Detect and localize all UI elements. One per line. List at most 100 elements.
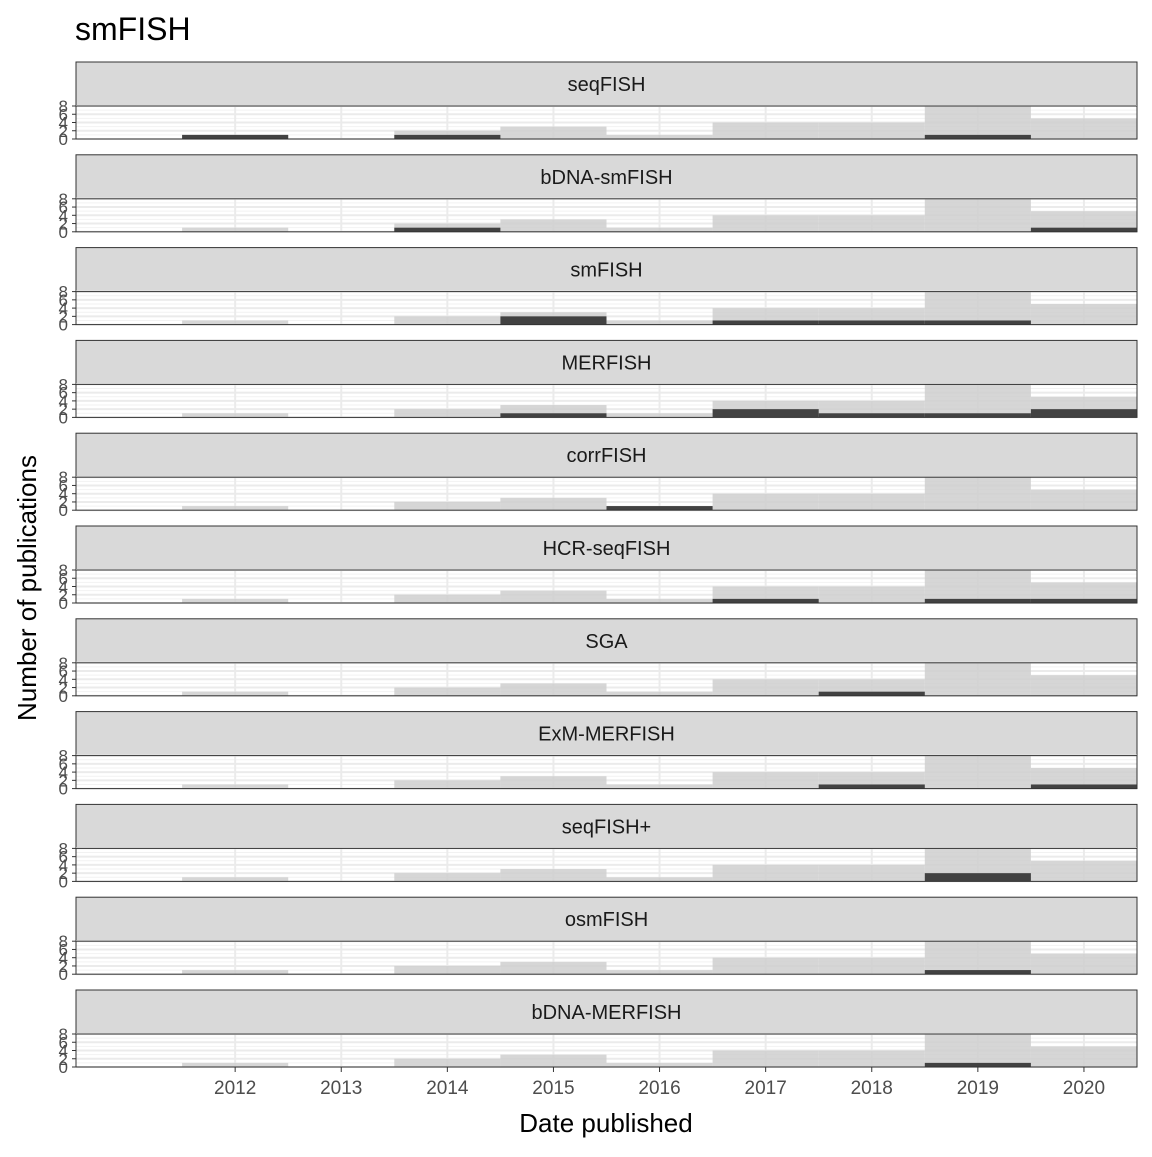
x-tick-label: 2017 (745, 1078, 787, 1099)
facet-strip (75, 61, 1138, 107)
highlight-bar (818, 691, 925, 696)
highlight-bar (394, 227, 501, 232)
highlight-bar (924, 134, 1031, 139)
background-bar (818, 586, 925, 603)
y-tick-label: 4 (59, 856, 68, 875)
y-tick-label: 6 (59, 940, 68, 959)
background-bar (924, 291, 1031, 325)
background-bar (182, 227, 289, 232)
background-bar (606, 598, 713, 603)
y-tick-label: 4 (59, 206, 68, 225)
background-bar (712, 772, 819, 789)
background-bar (924, 198, 1031, 232)
facet-label: seqFISH+ (562, 816, 651, 838)
y-tick-label: 2 (59, 307, 68, 326)
y-tick-label: 2 (59, 400, 68, 419)
highlight-bar (1030, 598, 1137, 603)
x-tick-label: 2014 (426, 1078, 469, 1099)
y-tick-label: 8 (59, 561, 68, 580)
y-tick-label: 4 (59, 670, 68, 689)
y-tick-label: 6 (59, 755, 68, 774)
y-tick-label: 8 (59, 654, 68, 673)
background-bar (818, 215, 925, 232)
facet-strip (75, 339, 1138, 385)
y-tick-label: 6 (59, 476, 68, 495)
background-bar (924, 106, 1031, 139)
highlight-bar (182, 134, 289, 139)
background-bar (182, 506, 289, 511)
background-bar (394, 501, 501, 511)
highlight-bar (500, 413, 607, 418)
background-bar (1030, 211, 1137, 232)
y-tick-label: 4 (59, 299, 68, 318)
background-bar (924, 941, 1031, 975)
y-tick-label: 0 (59, 594, 68, 613)
x-axis-label: Date published (519, 1108, 692, 1138)
highlight-bar (712, 598, 819, 603)
facet-strip (75, 618, 1138, 664)
background-bar (606, 227, 713, 232)
background-bar (1030, 953, 1137, 975)
highlight-bar (924, 873, 1031, 882)
y-tick-label: 2 (59, 679, 68, 698)
facet-label: osmFISH (565, 909, 648, 931)
y-tick-label: 2 (59, 864, 68, 883)
facet-label: ExM-MERFISH (538, 724, 675, 746)
y-tick-label: 8 (59, 1025, 68, 1044)
y-tick-label: 4 (59, 763, 68, 782)
background-bar (182, 598, 289, 603)
y-tick-label: 2 (59, 771, 68, 790)
background-bar (394, 1058, 501, 1067)
x-tick-label: 2015 (532, 1078, 574, 1099)
highlight-bar (1030, 227, 1137, 232)
background-bar (818, 493, 925, 511)
highlight-bar (394, 134, 501, 139)
background-bar (182, 784, 289, 789)
background-bar (924, 384, 1031, 418)
y-tick-label: 6 (59, 662, 68, 681)
background-bar (1030, 1046, 1137, 1067)
y-tick-label: 0 (59, 316, 68, 335)
x-tick-label: 2020 (1063, 1078, 1105, 1099)
y-tick-label: 6 (59, 1033, 68, 1052)
x-axis: 2012 2013 2014 2015 2016 2017 2018 2019 2020 (214, 1067, 1105, 1099)
facet-label: bDNA-MERFISH (531, 1002, 681, 1024)
background-bar (606, 784, 713, 789)
y-tick-label: 8 (59, 97, 68, 116)
background-bar (606, 691, 713, 696)
highlight-bar (924, 413, 1031, 418)
background-bar (500, 776, 607, 789)
highlight-bar (1030, 409, 1137, 418)
background-bar (394, 965, 501, 975)
background-bar (606, 970, 713, 975)
background-bar (712, 493, 819, 511)
y-tick-label: 0 (59, 687, 68, 706)
y-tick-label: 2 (59, 493, 68, 512)
facet-label: MERFISH (562, 352, 652, 374)
background-bar (500, 869, 607, 882)
y-axis-label: Number of publications (12, 455, 42, 721)
background-bar (182, 1062, 289, 1067)
x-tick-label: 2012 (214, 1078, 256, 1099)
y-tick-label: 6 (59, 569, 68, 588)
facet-label: corrFISH (567, 445, 647, 467)
background-bar (712, 215, 819, 232)
y-tick-label: 0 (59, 223, 68, 242)
y-tick-label: 0 (59, 408, 68, 427)
background-bar (500, 683, 607, 696)
highlight-bar (818, 784, 925, 789)
y-tick-label: 2 (59, 122, 68, 141)
highlight-bar (818, 320, 925, 325)
background-bar (500, 497, 607, 511)
y-tick-label: 6 (59, 384, 68, 403)
background-bar (1030, 118, 1137, 139)
facet-strip (75, 711, 1138, 757)
facet-label: HCR-seqFISH (543, 538, 671, 560)
highlight-bar (712, 320, 819, 325)
y-tick-label: 8 (59, 468, 68, 487)
y-tick-label: 4 (59, 578, 68, 597)
